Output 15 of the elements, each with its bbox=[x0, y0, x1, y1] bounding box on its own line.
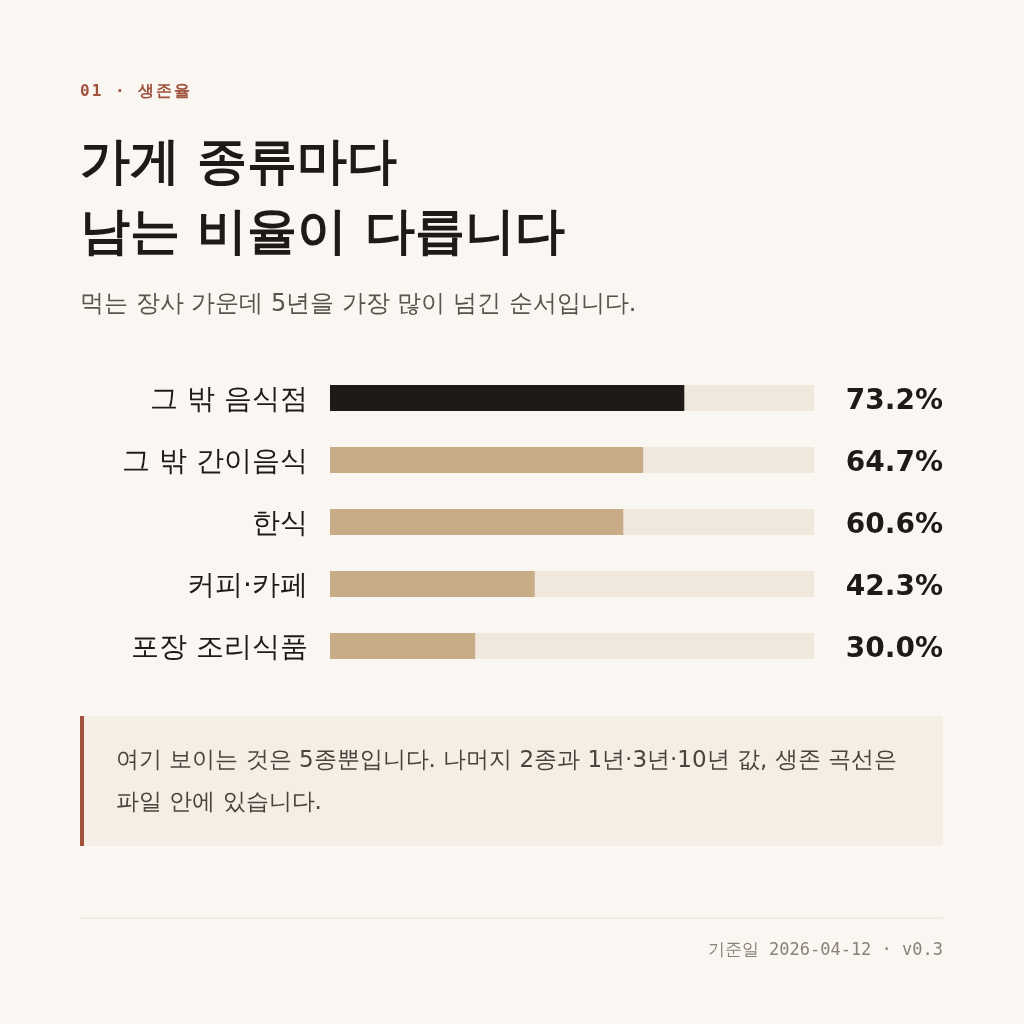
data-label: 30.0% bbox=[845, 631, 943, 664]
data-label: 64.7% bbox=[845, 445, 943, 478]
y-tick-label: 그 밖 음식점 bbox=[150, 382, 308, 415]
text: 01 · 생존율 bbox=[80, 81, 193, 100]
y-tick-label: 포장 조리식품 bbox=[131, 630, 308, 663]
chart-subtitle: 먹는 장사 가운데 5년을 가장 많이 넘긴 순서입니다. bbox=[80, 289, 637, 317]
data-label: 73.2% bbox=[845, 383, 943, 416]
text: 기준일 2026-04-12 · v0.3 bbox=[707, 939, 943, 959]
text: 여기 보이는 것은 5종뿐입니다. 나머지 2종과 1년·3년·10년 값, 생존 곡선은 파일 안에 있습니다. bbox=[116, 745, 898, 816]
chart-title: 가게 종류마다 남는 비율이 다릅니다 bbox=[80, 132, 565, 260]
y-tick-label: 그 밖 간이음식 bbox=[122, 444, 308, 477]
data-label: 60.6% bbox=[845, 507, 943, 540]
data-label: 42.3% bbox=[845, 569, 943, 602]
y-tick-label: 한식 bbox=[252, 506, 308, 539]
y-tick-label: 커피·카페 bbox=[187, 568, 308, 601]
